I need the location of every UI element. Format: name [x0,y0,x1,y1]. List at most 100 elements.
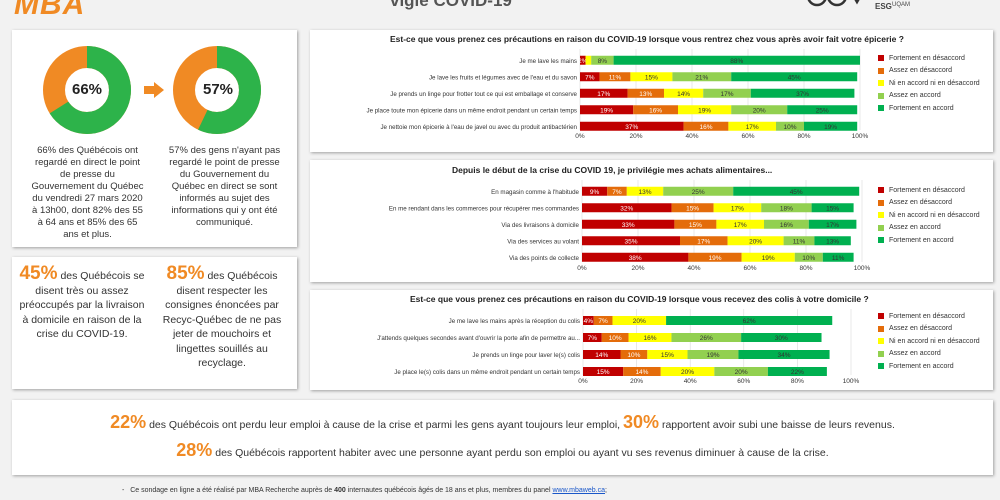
bar-segment [580,121,684,131]
data-label: 17% [597,91,610,98]
legend-swatch [878,363,884,370]
bar-segment [814,236,851,246]
data-label: 25% [692,189,705,196]
data-label: 8% [598,58,608,65]
delivery-panel: 45% des Québécois se disent très ou asse… [12,257,297,389]
job-loss-pct: 22% [110,412,147,432]
chart3-legend: Fortement en désaccord Assez en désaccord… [878,310,980,373]
bar-segment [741,333,822,342]
data-label: 16% [643,335,656,342]
bar-segment [688,252,742,262]
category-label: Je place toute mon épicerie dans un même… [366,107,577,114]
bar-segment [647,350,688,359]
legend-swatch [878,338,884,345]
legend-swatch [878,350,884,357]
bar-segment [663,186,734,196]
bar-segment [741,252,795,262]
x-tick-label: 40% [687,265,700,272]
footnote-suffix: ; [604,487,607,494]
bar-segment [620,350,648,359]
data-label: 19% [824,124,837,131]
footnote-prefix: Ce sondage en ligne a été réalisé par MB… [130,487,333,494]
x-tick-label: 100% [843,378,860,385]
data-label: 22% [791,369,804,376]
bar-segment [787,105,858,115]
x-tick-label: 60% [743,265,756,272]
legend-label: Fortement en désaccord [889,312,965,320]
data-label: 33% [622,222,635,229]
esg-text: ESG [875,2,892,11]
legend-item: Fortement en désaccord [878,52,980,65]
data-label: 19% [706,352,719,359]
bar-segment [731,105,788,115]
x-tick-label: 0% [577,265,587,272]
bar-segment [750,88,855,98]
recycling-stat-text: des Québécois disent respecter les consi… [162,270,282,369]
bar-segment [671,203,714,213]
data-label: 14% [595,352,608,359]
data-label: 26% [700,335,713,342]
data-label: 11% [793,238,806,245]
data-label: 18% [780,205,793,212]
data-label: 7% [588,335,598,342]
employment-panel: 22% des Québécois ont perdu leur emploi … [12,400,993,475]
legend-swatch [878,55,884,62]
x-tick-label: 80% [797,133,810,140]
category-label: Je prends un linge pour laver le(s) coli… [472,352,580,359]
data-label: 16% [649,107,662,114]
bar-segment [764,219,809,229]
bar-segment [680,236,728,246]
donut2-label: 57% [203,81,234,98]
bar-segment [687,350,739,359]
esg-logo-icon [807,0,860,7]
legend-swatch [878,105,884,112]
chart-panel-parcels: Est-ce que vous prenez ces précautions e… [310,290,993,390]
bar-segment [664,88,704,98]
bar-segment [580,55,586,65]
data-label: 14% [677,91,690,98]
chart1-plot: 0% 20% 40% 60% 80% 100% Je me lave les mains 2%… [366,49,869,140]
category-label: Je lave les fruits et légumes avec de l'… [429,74,578,81]
footnote-middle: internautes québécois âgés de 18 ans et … [347,487,551,494]
data-label: 17% [746,124,759,131]
data-label: 20% [753,107,766,114]
bar-segment [703,88,751,98]
donut-chart-watched [43,46,131,134]
bar-segment [580,88,628,98]
category-label: Via des livraisons à domicile [501,222,579,229]
x-tick-label: 0% [578,378,588,385]
data-label: 14% [635,369,648,376]
legend-item: Fortement en accord [878,234,980,247]
category-label: Je nettoie mon épicerie à l'eau de javel… [380,124,577,131]
data-label: 25% [816,107,829,114]
chart-panel-purchases: Depuis le début de la crise du COVID 19,… [310,160,993,282]
legend-item: Ni en accord ni en désaccord [878,209,980,222]
legend-label: Ni en accord ni en désaccord [889,337,980,345]
legend-label: Fortement en désaccord [889,54,965,62]
bar-segment [633,105,678,115]
bar-segment [727,236,784,246]
legend-label: Assez en accord [889,224,941,232]
legend-label: Fortement en accord [889,104,954,112]
bar-segment [580,105,634,115]
bar-segment [674,219,717,229]
panel-link[interactable]: www.mbaweb.ca [552,487,605,494]
legend-label: Fortement en désaccord [889,186,965,194]
bar-segment [678,105,732,115]
chart1-legend: Fortement en désaccord Assez en désaccord… [878,52,980,115]
data-label: 13% [638,189,651,196]
bar-segment [601,333,629,342]
bar-segment [582,186,608,196]
data-label: 15% [597,369,610,376]
data-label: 34% [777,352,790,359]
category-label: Via des points de collecte [509,255,580,262]
bar-segment [783,236,815,246]
footnote-count: 400 [334,487,346,494]
data-label: 16% [699,124,712,131]
delivery-pct: 45% [19,263,58,284]
job-loss-text: des Québécois ont perdu leur emploi à ca… [149,419,621,431]
data-label: 21% [695,74,708,81]
data-label: 17% [697,238,710,245]
bar-segment [733,186,860,196]
bar-segment [672,72,732,82]
